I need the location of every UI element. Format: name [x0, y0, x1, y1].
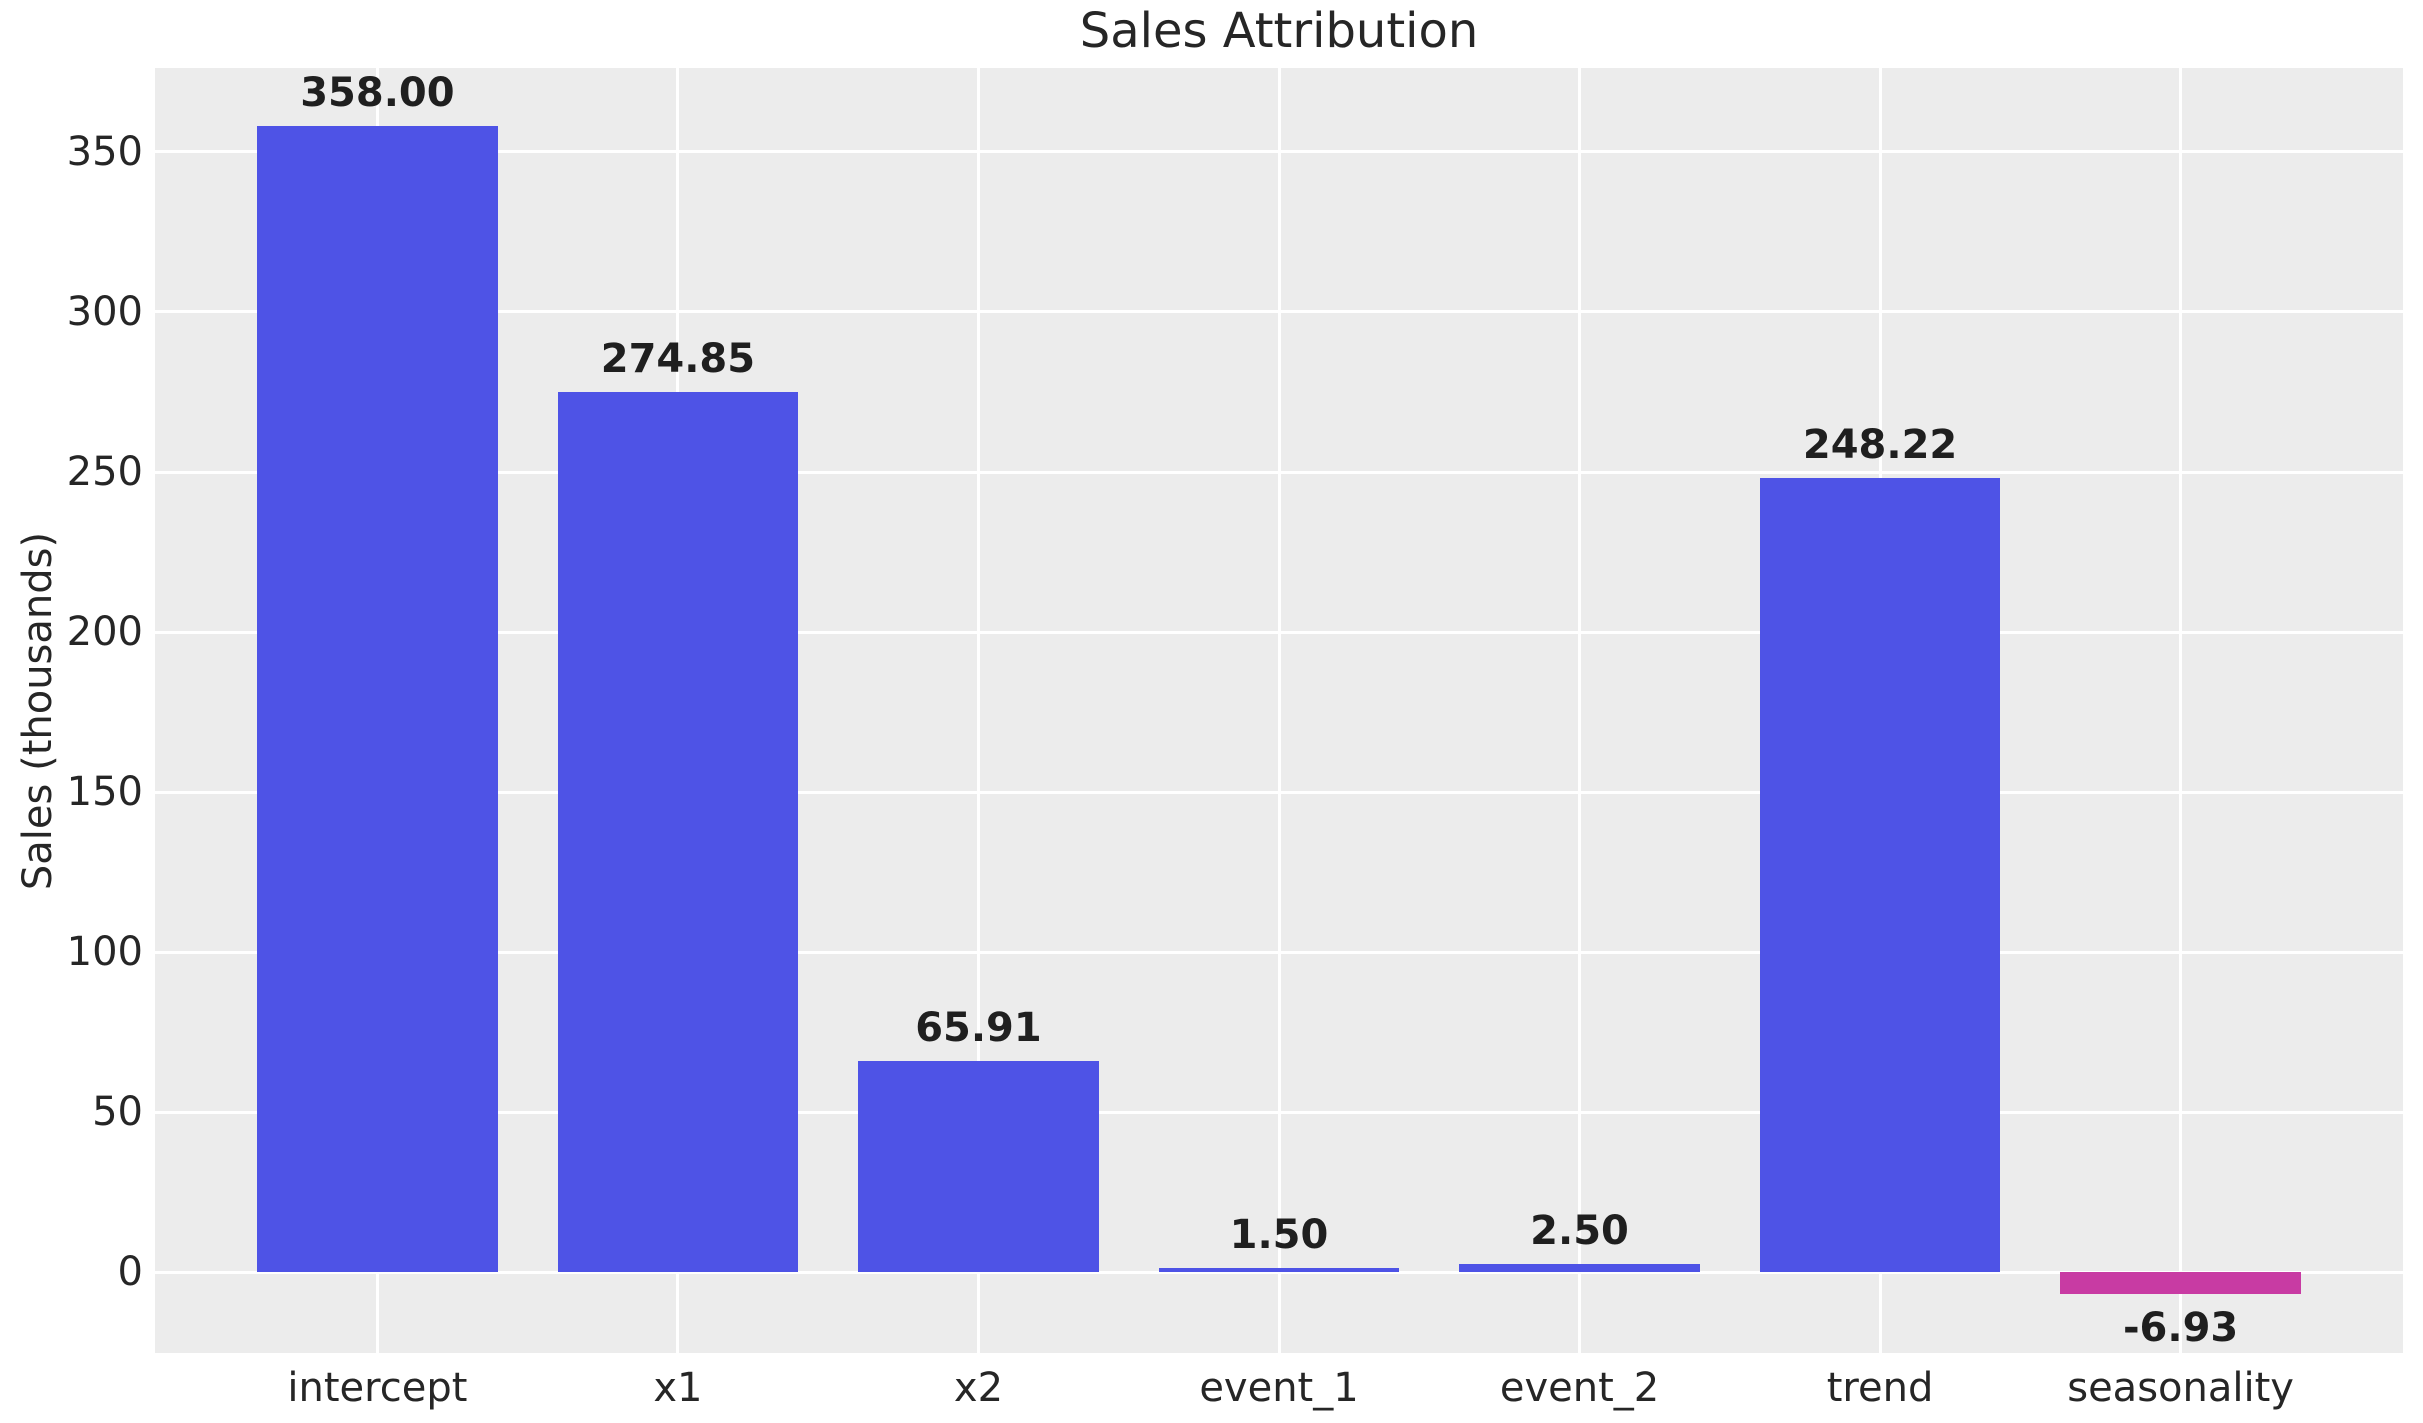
bar-value-label-trend: 248.22: [1802, 421, 1958, 468]
bar-value-label-x1: 274.85: [600, 336, 756, 383]
bar-seasonality: [2060, 1272, 2301, 1295]
y-tick-label: 250: [66, 449, 143, 495]
bar-value-label-event_2: 2.50: [1530, 1208, 1629, 1255]
bar-event_2: [1459, 1264, 1700, 1273]
x-tick-label-x2: x2: [953, 1365, 1004, 1411]
bar-value-label-seasonality: -6.93: [2122, 1304, 2239, 1351]
x-tick-label-event_1: event_1: [1199, 1365, 1359, 1411]
x-gridline: [1277, 68, 1281, 1353]
x-tick-label-x1: x1: [653, 1365, 703, 1411]
y-tick-label: 0: [117, 1249, 143, 1296]
x-gridline: [2179, 68, 2183, 1353]
y-tick-label: 100: [66, 929, 143, 976]
x-gridline: [1578, 68, 1582, 1353]
x-tick-label-event_2: event_2: [1499, 1365, 1660, 1411]
bar-x2: [858, 1061, 1099, 1273]
bar-intercept: [257, 126, 498, 1273]
bar-x1: [557, 392, 799, 1273]
y-tick-label: 50: [92, 1089, 143, 1136]
y-tick-label: 350: [66, 128, 143, 175]
bar-value-label-x2: 65.91: [915, 1005, 1042, 1052]
chart-title: Sales Attribution: [1079, 3, 1479, 59]
x-gridline: [976, 68, 980, 1353]
x-tick-label-trend: trend: [1826, 1365, 1934, 1411]
y-tick-label: 300: [66, 288, 143, 335]
y-tick-label: 200: [66, 609, 143, 656]
x-tick-label-seasonality: seasonality: [2067, 1365, 2294, 1411]
bar-value-label-intercept: 358.00: [300, 70, 455, 117]
x-tick-label-intercept: intercept: [287, 1365, 468, 1411]
y-tick-label: 150: [66, 769, 143, 816]
bar-event_1: [1158, 1267, 1400, 1273]
bar-trend: [1759, 477, 2001, 1273]
bar-value-label-event_1: 1.50: [1229, 1211, 1329, 1258]
